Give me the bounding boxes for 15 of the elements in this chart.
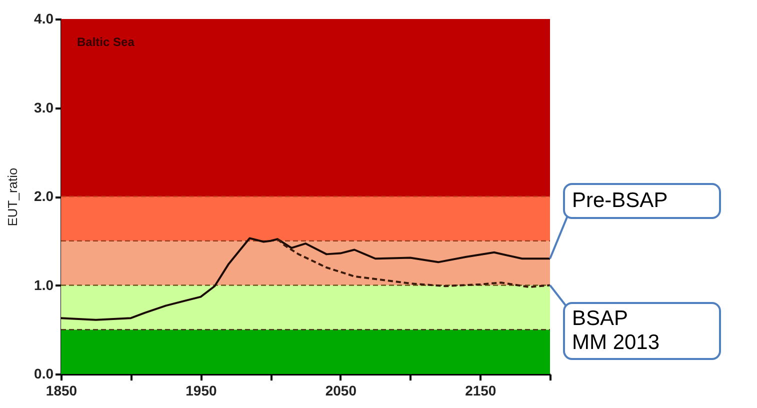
y-axis-title: EUT_ratio	[5, 168, 20, 226]
x-tick-label: 2050	[325, 382, 357, 398]
x-tick-label: 2150	[465, 382, 496, 398]
text: Pre-BSAP	[572, 189, 668, 212]
x-tick-label: 1950	[186, 382, 217, 398]
series-label: BSAP MM 2013	[572, 307, 660, 354]
line-series	[60, 237, 551, 321]
y-tick-label: 0.0	[34, 366, 54, 382]
text: Baltic Sea	[77, 35, 135, 49]
line-series	[276, 238, 551, 288]
y-tick-label: 4.0	[34, 10, 54, 26]
x-tick-label: 1850	[46, 382, 78, 398]
y-tick-label: 2.0	[34, 188, 54, 204]
y-tick-label: 1.0	[34, 276, 54, 293]
y-tick-label: 3.0	[34, 99, 54, 116]
